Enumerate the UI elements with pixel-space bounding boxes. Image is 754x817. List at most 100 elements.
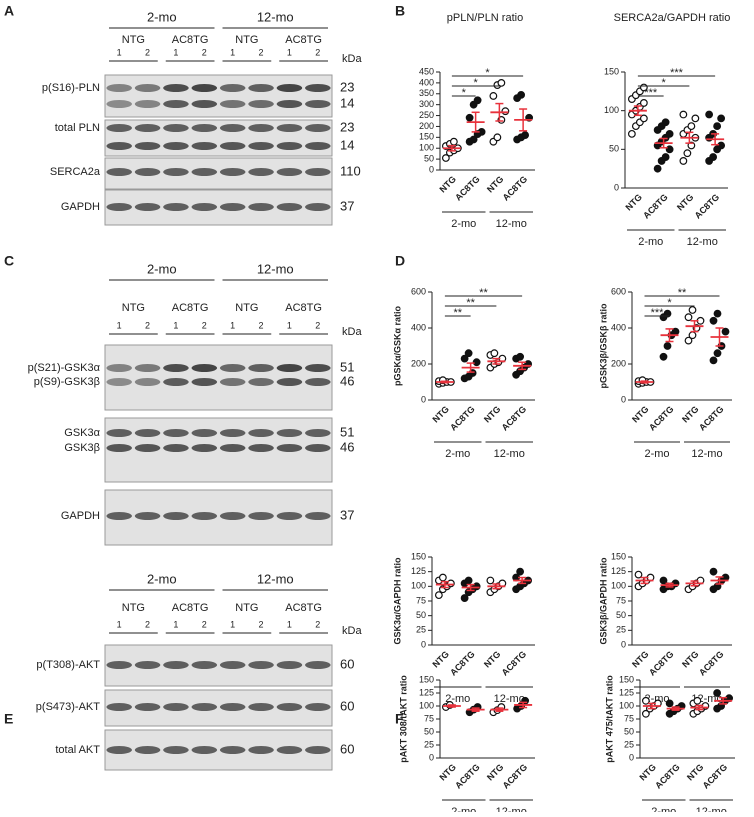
band (276, 100, 303, 108)
y-axis-label: GSK3β/GAPDH ratio (598, 557, 608, 645)
protein-label: SERCA2a (50, 166, 101, 178)
band (163, 203, 189, 211)
kda-value: 110 (340, 163, 361, 178)
data-point (661, 153, 670, 161)
protein-label: p(T308)-AKT (36, 659, 100, 671)
x-tick-label: AC8TG (501, 174, 530, 203)
y-axis-label: GSK3α/GAPDH ratio (392, 557, 402, 645)
y-tick-label: 50 (424, 726, 434, 736)
genotype-label: NTG (235, 602, 258, 614)
y-tick-label: 25 (616, 625, 626, 635)
data-point (501, 107, 510, 116)
lane-number: 1 (117, 619, 122, 629)
genotype-label: AC8TG (172, 34, 209, 46)
kda-value: 60 (340, 741, 354, 756)
significance-label: *** (644, 87, 658, 99)
band (305, 703, 331, 711)
data-point (490, 349, 499, 358)
data-point (438, 573, 447, 582)
x-tick-label: NTG (637, 762, 658, 783)
band (276, 429, 303, 437)
lane-number: 2 (259, 619, 264, 629)
group-label: 2-mo (445, 448, 470, 460)
y-tick-label: 400 (419, 77, 434, 87)
band (219, 203, 246, 211)
data-point (493, 133, 502, 142)
significance-label: * (462, 87, 467, 99)
x-tick-label: NTG (485, 174, 506, 195)
y-tick-label: 100 (611, 581, 626, 591)
band (163, 746, 189, 754)
significance-label: * (661, 77, 666, 89)
band (134, 84, 161, 92)
band (106, 444, 132, 452)
group-label: 2-mo (644, 693, 669, 705)
group-label: 12-mo (496, 218, 527, 230)
genotype-label: NTG (235, 34, 258, 46)
group-label: 2-mo (147, 261, 177, 276)
kda-label: kDa (342, 625, 362, 637)
band (134, 429, 161, 437)
protein-label: GAPDH (61, 201, 100, 213)
kda-value: 37 (340, 198, 354, 213)
x-tick-label: AC8TG (697, 404, 726, 433)
x-tick-label: NTG (685, 762, 706, 783)
data-point (469, 135, 478, 144)
lane-number: 1 (230, 47, 235, 57)
group-label: 12-mo (494, 448, 525, 460)
data-point (627, 129, 636, 138)
lane-number: 2 (315, 47, 320, 57)
band (305, 746, 331, 754)
band (163, 142, 189, 150)
band (248, 444, 274, 452)
data-point (665, 145, 674, 154)
band (106, 703, 132, 711)
y-axis-label: pAKT 475/tAKT ratio (604, 675, 614, 763)
lane-number: 2 (202, 47, 207, 57)
data-point (464, 349, 473, 358)
band (219, 124, 246, 132)
lane-number: 1 (173, 619, 178, 629)
data-point (489, 92, 498, 100)
data-point (705, 110, 714, 119)
lane-number: 2 (259, 320, 264, 330)
y-tick-label: 100 (411, 581, 426, 591)
plot-title: pPLN/PLN ratio (447, 12, 523, 24)
x-tick-label: NTG (630, 404, 651, 425)
x-tick-label: NTG (430, 649, 451, 670)
lane-number: 1 (287, 320, 292, 330)
y-tick-label: 150 (611, 551, 626, 561)
kda-value: 23 (340, 119, 354, 134)
band (163, 378, 189, 386)
y-tick-label: 125 (611, 566, 626, 576)
band (305, 364, 331, 372)
x-tick-label: NTG (485, 762, 506, 783)
band (219, 746, 246, 754)
band (219, 444, 246, 452)
data-point (464, 576, 473, 585)
band (191, 142, 218, 150)
group-label: 2-mo (644, 448, 669, 460)
blot-strip (104, 74, 333, 118)
significance-label: ** (466, 297, 475, 309)
data-point (709, 316, 718, 325)
band (134, 512, 161, 520)
significance-label: * (485, 67, 490, 79)
y-tick-label: 100 (419, 143, 434, 153)
data-point (683, 149, 692, 158)
band (134, 100, 161, 108)
group-label: 2-mo (147, 571, 177, 586)
band (305, 84, 331, 92)
band (276, 378, 303, 386)
x-tick-label: AC8TG (653, 762, 682, 791)
x-tick-label: AC8TG (500, 404, 529, 433)
band (134, 661, 161, 669)
data-point (449, 137, 458, 146)
lane-number: 1 (230, 320, 235, 330)
panel-label: E (4, 711, 13, 727)
significance-label: *** (670, 67, 684, 79)
data-point (517, 90, 526, 99)
lane-number: 1 (117, 320, 122, 330)
y-tick-label: 0 (629, 752, 634, 762)
y-tick-label: 600 (411, 286, 426, 296)
